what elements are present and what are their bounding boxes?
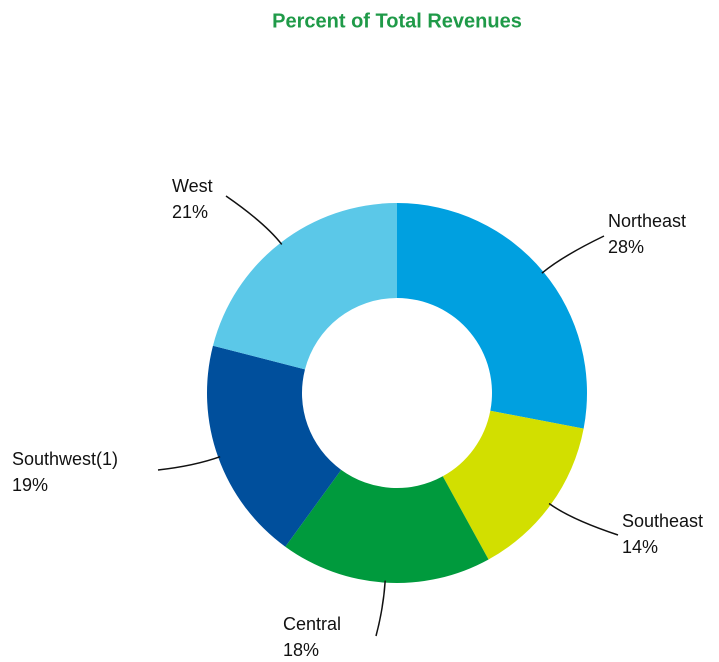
slice-label: West — [172, 176, 213, 196]
slice-value: 14% — [622, 537, 658, 557]
slice-label: Central — [283, 614, 341, 634]
donut-slice — [397, 203, 587, 429]
leader-line — [157, 455, 221, 471]
leader-line — [225, 195, 283, 245]
leader-line — [548, 502, 619, 536]
slice-value: 18% — [283, 640, 319, 660]
donut-slice — [442, 410, 584, 560]
slice-label: Southwest(1) — [12, 449, 118, 469]
leader-line — [375, 580, 386, 637]
slice-value: 19% — [12, 475, 48, 495]
donut-slice — [285, 469, 489, 583]
slice-value: 21% — [172, 202, 208, 222]
leader-line — [541, 235, 605, 274]
donut-slice — [207, 345, 342, 547]
slice-value: 28% — [608, 237, 644, 257]
donut-slice — [212, 203, 397, 370]
slice-label: Northeast — [608, 211, 686, 231]
chart-title: Percent of Total Revenues — [272, 10, 522, 32]
slice-label: Southeast — [622, 511, 703, 531]
